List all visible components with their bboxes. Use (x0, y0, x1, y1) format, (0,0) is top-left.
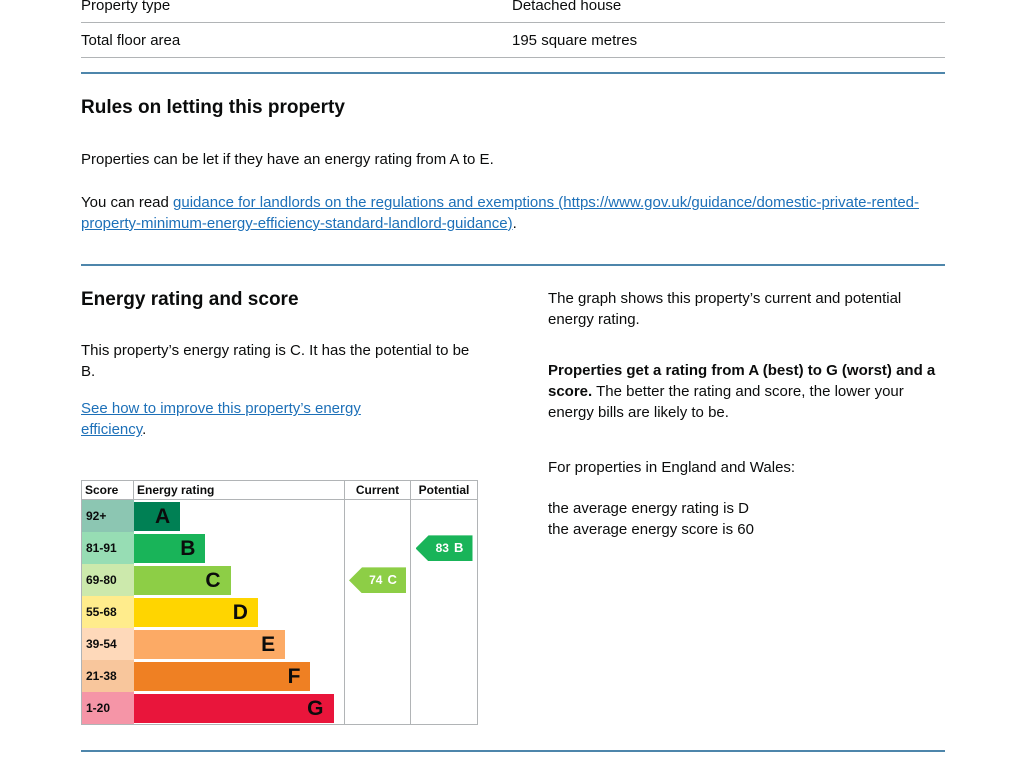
current-rating-marker: 74 C (349, 567, 406, 594)
guidance-suffix: . (512, 214, 517, 232)
epc-band-area: F (134, 660, 344, 692)
potential-rating-letter: B (453, 540, 464, 556)
energy-rating-right-column: The graph shows this property’s current … (548, 288, 945, 726)
epc-potential-cell (410, 564, 477, 597)
rules-heading: Rules on letting this property (81, 97, 345, 118)
epc-current-cell: 74 C (344, 564, 410, 597)
section-divider (81, 263, 945, 266)
epc-band-letter: A (155, 504, 171, 528)
epc-band-g: G (134, 693, 334, 723)
epc-band-d: D (134, 597, 258, 627)
epc-header-potential: Potential (410, 481, 477, 501)
epc-potential-cell (410, 660, 477, 693)
table-row: Total floor area 195 square metres (81, 22, 945, 58)
epc-header-score: Score (82, 481, 134, 501)
epc-band-a: A (134, 501, 181, 531)
epc-band-area: D (134, 596, 344, 628)
improve-suffix: . (142, 421, 147, 439)
epc-band-area: B (134, 532, 344, 564)
epc-band-f: F (134, 661, 311, 691)
epc-current-cell (344, 628, 410, 661)
epc-score-range: 21-38 (82, 660, 134, 693)
epc-current-cell (344, 532, 410, 565)
potential-rating-score: 83 (435, 540, 449, 555)
epc-grid: Score Energy rating Current Potential 92… (82, 481, 477, 725)
epc-certificate-page: Property type Detached house Total floor… (81, 0, 945, 753)
guidance-link[interactable]: guidance for landlords on the regulation… (81, 193, 920, 232)
regions-line: For properties in England and Wales: (548, 458, 796, 476)
epc-band-e: E (134, 629, 286, 659)
epc-score-range: 81-91 (82, 532, 134, 565)
improve-link[interactable]: See how to improve this property’s energ… (81, 400, 361, 439)
guidance-prefix: You can read (81, 193, 174, 211)
epc-band-c: C (134, 565, 231, 595)
epc-potential-cell (410, 500, 477, 533)
epc-band-area: A (134, 500, 344, 532)
rating-explainer-rest: The better the rating and score, the low… (548, 382, 904, 421)
energy-rating-section: Energy rating and score This property’s … (81, 288, 945, 726)
average-score-line: the average energy score is 60 (548, 520, 754, 538)
energy-rating-intro: This property’s energy rating is C. It h… (81, 342, 470, 381)
epc-current-cell (344, 596, 410, 629)
energy-rating-left-column: Energy rating and score This property’s … (81, 288, 481, 726)
graph-info: The graph shows this property’s current … (548, 289, 902, 328)
rules-paragraph: Properties can be let if they have an en… (81, 150, 494, 168)
epc-header-energy-rating: Energy rating (134, 481, 344, 501)
epc-header-current: Current (344, 481, 410, 501)
epc-current-cell (344, 692, 410, 725)
epc-current-cell (344, 500, 410, 533)
epc-potential-cell (410, 628, 477, 661)
epc-band-letter: C (205, 568, 221, 592)
epc-band-letter: E (261, 632, 276, 656)
table-row: Property type Detached house (81, 0, 945, 23)
potential-rating-marker: 83 B (415, 535, 473, 562)
rating-explainer-bold: Properties get a rating from A (best) to… (548, 361, 936, 400)
epc-potential-cell (410, 692, 477, 725)
current-rating-score: 74 (369, 572, 383, 587)
property-summary-table: Property type Detached house Total floor… (81, 0, 945, 58)
epc-score-range: 92+ (82, 500, 134, 533)
energy-rating-heading: Energy rating and score (81, 288, 299, 310)
epc-score-range: 39-54 (82, 628, 134, 661)
epc-potential-cell (410, 596, 477, 629)
epc-band-area: G (134, 692, 344, 724)
floor-area-label: Total floor area (81, 22, 512, 58)
rating-explainer: Properties get a rating from A (best) to… (548, 360, 945, 423)
epc-band-b: B (134, 533, 206, 563)
epc-band-area: E (134, 628, 344, 660)
epc-score-range: 55-68 (82, 596, 134, 629)
property-type-value: Detached house (512, 0, 945, 23)
floor-area-value: 195 square metres (512, 22, 945, 58)
guidance-paragraph: You can read guidance for landlords on t… (81, 192, 921, 234)
average-rating-line: the average energy rating is D (548, 499, 749, 517)
epc-band-letter: F (287, 664, 301, 688)
epc-band-area: C (134, 564, 344, 596)
epc-potential-cell: 83 B (410, 532, 477, 565)
epc-band-letter: B (180, 536, 196, 560)
epc-band-letter: D (232, 600, 248, 624)
section-divider (81, 750, 945, 753)
epc-band-letter: G (307, 696, 324, 720)
property-type-label: Property type (81, 0, 512, 23)
epc-score-range: 69-80 (82, 564, 134, 597)
current-rating-letter: C (387, 572, 397, 588)
epc-score-range: 1-20 (82, 692, 134, 725)
improve-paragraph: See how to improve this property’s energ… (81, 398, 421, 440)
averages: the average energy rating is D the averag… (548, 498, 945, 540)
section-divider (81, 72, 945, 74)
epc-chart: Score Energy rating Current Potential 92… (81, 480, 478, 726)
epc-current-cell (344, 660, 410, 693)
